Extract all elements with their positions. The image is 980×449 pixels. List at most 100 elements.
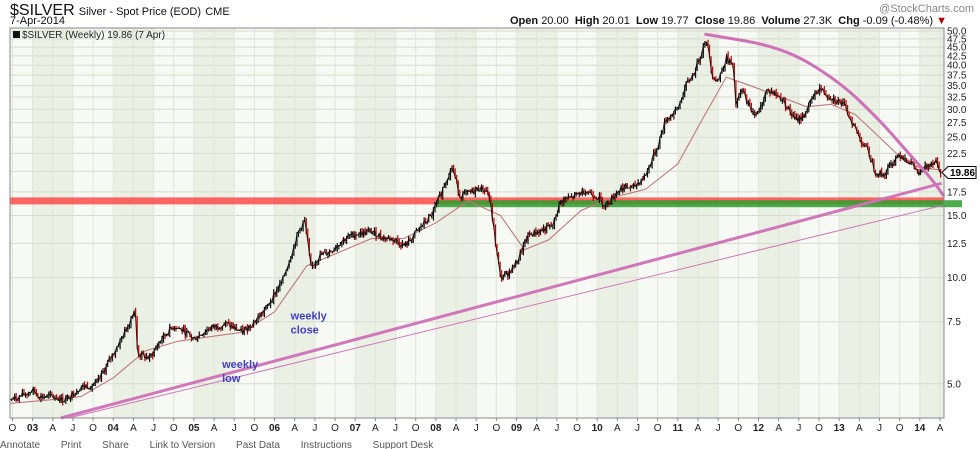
footer-support-link[interactable]: Support Desk <box>372 440 434 449</box>
x-tick-label: A <box>856 423 863 434</box>
y-tick-label: 45.0 <box>947 43 967 54</box>
y-tick-label: 42.5 <box>947 51 967 62</box>
y-tick-label: 35.0 <box>947 81 967 92</box>
symbol-description: Silver - Spot Price (EOD) <box>78 6 202 18</box>
y-tick-label: 15.0 <box>947 211 967 222</box>
x-tick-label: 07 <box>350 423 362 434</box>
annotation-line: weekly <box>221 359 259 371</box>
chart-gridlines <box>10 28 944 418</box>
x-tick-label: A <box>937 423 944 434</box>
last-value-box <box>941 165 977 179</box>
x-tick-label: 04 <box>108 423 120 434</box>
y-tick-label: 47.5 <box>947 34 967 45</box>
x-tick-label: J <box>151 423 156 434</box>
high-label: High <box>574 15 600 27</box>
x-tick-label: O <box>170 423 178 434</box>
symbol-ticker: $SILVER <box>10 2 75 19</box>
x-tick-label: J <box>70 423 75 434</box>
y-tick-label: 22.5 <box>947 149 967 160</box>
x-tick-label: 06 <box>269 423 281 434</box>
price-line <box>9 41 942 403</box>
ohlc-summary: Open 20.00 High 20.01 Low 19.77 Close 19… <box>510 15 947 27</box>
x-tick-label: J <box>716 423 721 434</box>
x-tick-label: 14 <box>914 423 926 434</box>
x-tick-label: O <box>9 423 17 434</box>
x-tick-label: J <box>474 423 479 434</box>
rising-trendline-thick <box>60 181 942 420</box>
y-axis: 5.07.510.012.515.017.520.022.525.027.530… <box>947 27 967 391</box>
x-tick-label: A <box>211 423 218 434</box>
footer-annotate-link[interactable]: Annotate <box>0 440 41 449</box>
exchange-name: CME <box>205 6 230 18</box>
open-value: 20.00 <box>541 15 569 27</box>
x-tick-label: J <box>796 423 801 434</box>
y-tick-label: 40.0 <box>947 61 967 72</box>
volume-label: Volume <box>761 15 801 27</box>
x-tick-label: J <box>232 423 237 434</box>
x-tick-label: A <box>291 423 298 434</box>
y-tick-label: 17.5 <box>947 187 967 198</box>
annotation-line: weekly <box>290 311 328 323</box>
x-tick-label: A <box>130 423 137 434</box>
y-tick-label: 7.5 <box>947 317 961 328</box>
x-tick-label: A <box>533 423 540 434</box>
x-tick-label: O <box>492 423 500 434</box>
trendlines-group <box>60 32 946 420</box>
x-axis: O 03 A J O 04 A J O 05 A J O 06 A J O 07 A J O 08 A J O 09 A J O 10 A J… <box>9 418 944 434</box>
x-tick-label: 05 <box>188 423 200 434</box>
x-tick-label: A <box>695 423 702 434</box>
copyright-link[interactable]: @StockCharts.com <box>879 3 974 15</box>
x-tick-label: 08 <box>430 423 442 434</box>
annotations-group: weekly close weekly low <box>221 311 328 385</box>
change-value: -0.09 (-0.48%) <box>862 15 934 27</box>
y-tick-label: 25.0 <box>947 133 967 144</box>
x-tick-label: O <box>89 423 97 434</box>
green-support-zone <box>435 200 962 208</box>
weekly-close-label: weekly close <box>290 311 328 337</box>
y-tick-label: 30.0 <box>947 105 967 116</box>
rising-trendline-thin <box>68 205 942 419</box>
footer-print-link[interactable]: Print <box>60 440 82 449</box>
x-tick-label: A <box>614 423 621 434</box>
y-tick-label: 10.0 <box>947 273 967 284</box>
chart-legend: $SILVER (Weekly) 19.86 (7 Apr) <box>13 30 165 41</box>
weekly-low-label: weekly low <box>221 359 259 385</box>
plot-frame <box>9 27 945 419</box>
chart-header: $SILVER Silver - Spot Price (EOD) CME 7-… <box>0 0 980 30</box>
x-tick-label: A <box>49 423 56 434</box>
x-tick-label: O <box>815 423 823 434</box>
y-tick-label: 50.0 <box>947 27 967 38</box>
x-tick-label: J <box>312 423 317 434</box>
footer-past-data-link[interactable]: Past Data <box>236 440 280 449</box>
x-tick-label: J <box>393 423 398 434</box>
x-tick-label: 10 <box>592 423 604 434</box>
y-tick-label: 12.5 <box>947 239 967 250</box>
volume-value: 27.3K <box>803 15 833 27</box>
last-value-label: 19.86 <box>950 168 975 179</box>
horizontal-zones <box>10 197 962 208</box>
symbol-title: $SILVER Silver - Spot Price (EOD) CME <box>10 2 230 20</box>
x-tick-label: J <box>877 423 882 434</box>
y-tick-label: 32.5 <box>947 93 967 104</box>
footer-instructions-link[interactable]: Instructions <box>300 440 352 449</box>
moving-average-group <box>9 76 942 404</box>
background-band <box>10 28 33 418</box>
x-tick-label: O <box>573 423 581 434</box>
last-value-marker: 19.86 <box>941 165 977 179</box>
annotation-line: low <box>222 373 241 385</box>
chart-footer-toolbar: Annotate Print Share Link to Version Pas… <box>0 440 980 449</box>
down-arrow-icon: ▼ <box>936 15 947 27</box>
x-tick-label: A <box>453 423 460 434</box>
x-tick-label: O <box>250 423 258 434</box>
x-tick-label: O <box>412 423 420 434</box>
open-label: Open <box>510 15 539 27</box>
x-tick-label: 03 <box>27 423 39 434</box>
x-tick-label: O <box>331 423 339 434</box>
y-tick-label: 27.5 <box>947 118 967 129</box>
footer-link-version[interactable]: Link to Version <box>149 440 216 449</box>
x-tick-label: A <box>775 423 782 434</box>
footer-share-link[interactable]: Share <box>102 440 129 449</box>
x-tick-label: O <box>654 423 662 434</box>
legend-title: $SILVER (Weekly) 19.86 (7 Apr) <box>22 30 165 41</box>
